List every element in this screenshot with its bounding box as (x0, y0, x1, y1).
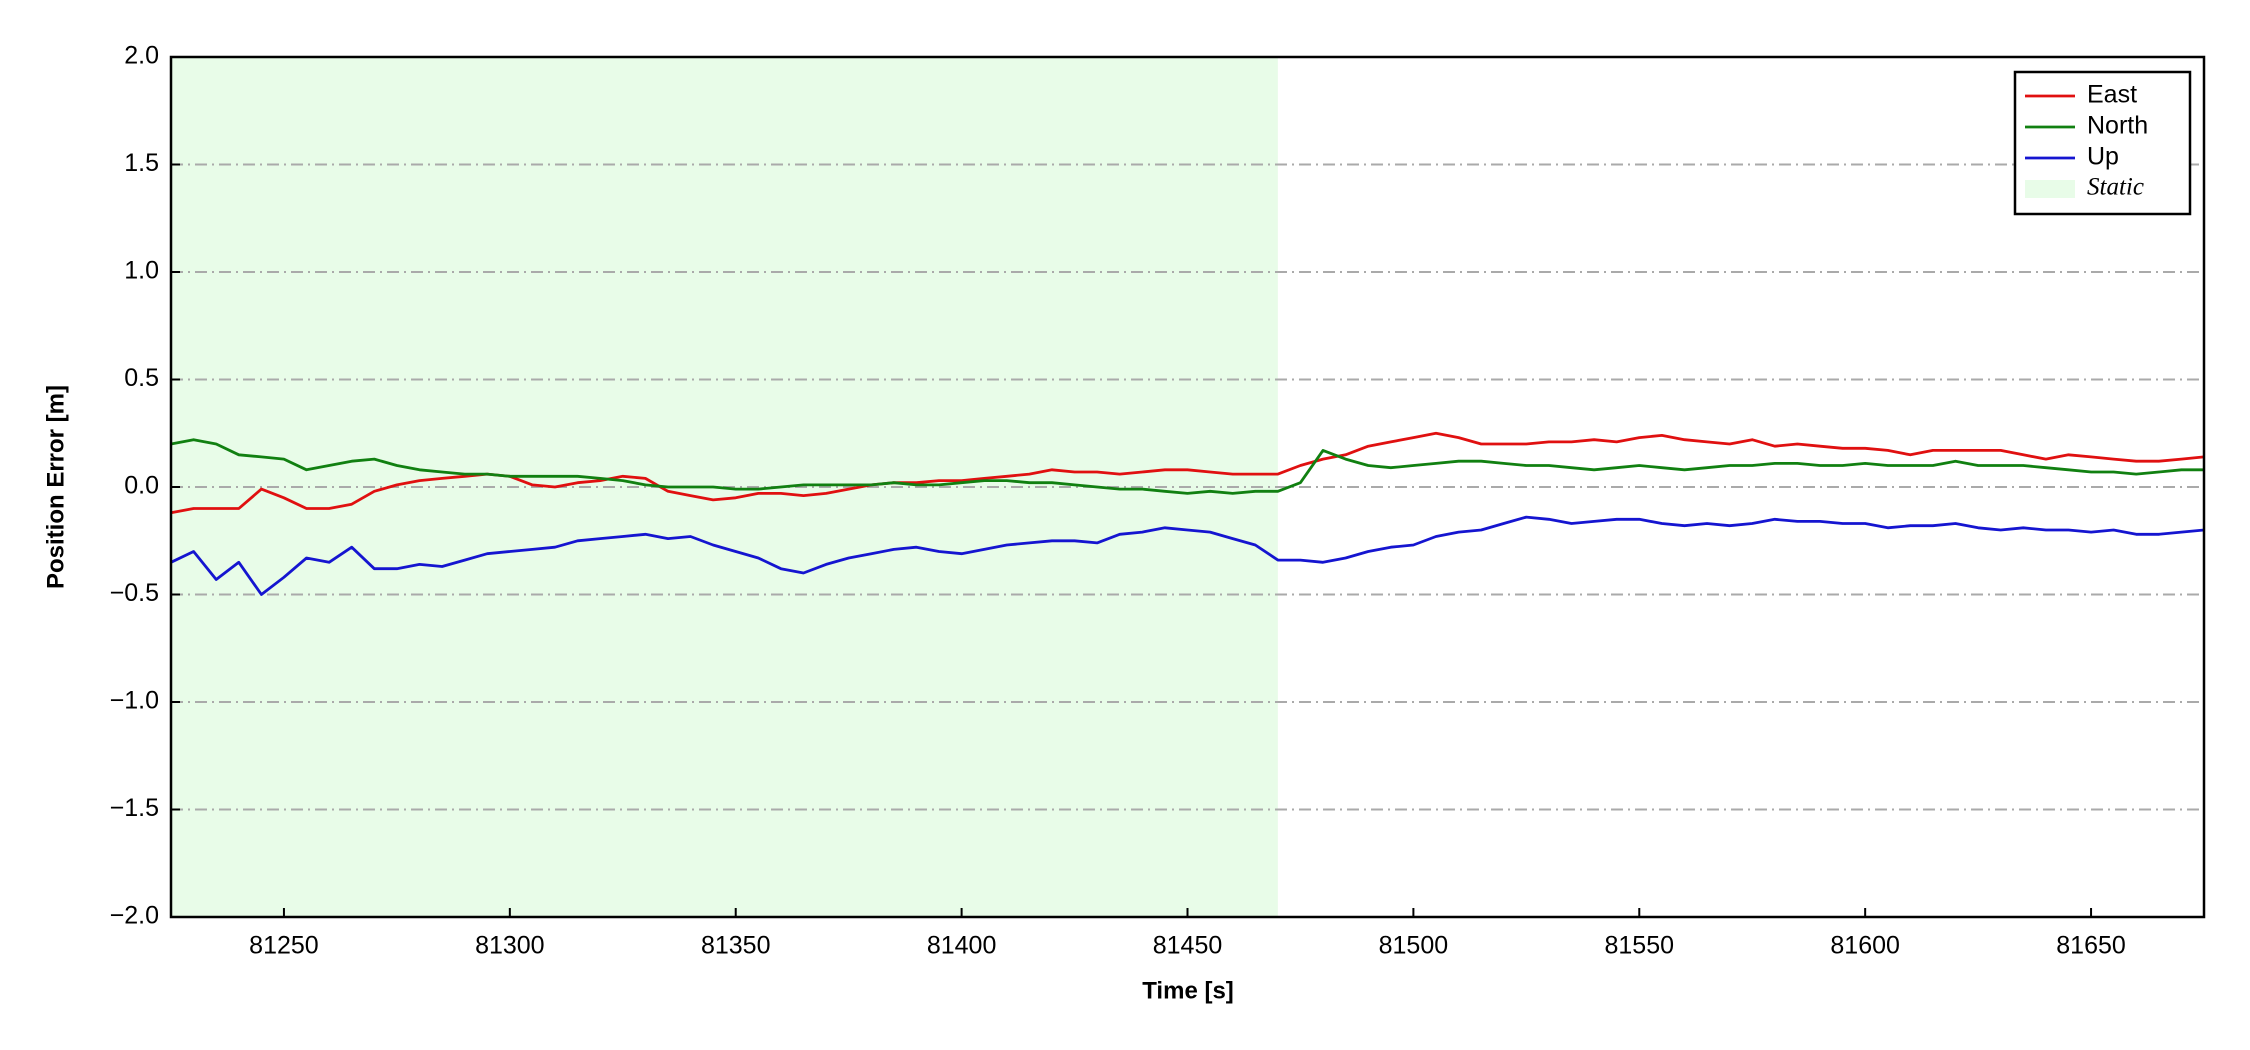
line-series (170, 438, 2204, 495)
legend-label: Static (2087, 174, 2144, 201)
legend-label: Up (2087, 143, 2119, 171)
y-tick-label: 1.5 (124, 149, 159, 177)
y-tick-label: −2.0 (110, 902, 159, 930)
x-tick-label: 81350 (701, 932, 771, 960)
x-tick-label: 81500 (1379, 932, 1449, 960)
line-series (170, 515, 2205, 596)
x-axis-label: Time [s] (1142, 977, 1234, 1004)
x-tick-label: 81400 (927, 932, 997, 960)
y-axis-label: Position Error [m] (42, 385, 69, 589)
x-tick-label: 81600 (1830, 932, 1900, 960)
legend-swatch (2025, 180, 2075, 198)
y-tick-label: 1.0 (124, 257, 159, 285)
plot-frame (169, 55, 2206, 919)
x-tick-label: 81650 (2056, 932, 2126, 960)
legend-label: North (2087, 112, 2148, 140)
y-tick-label: −1.5 (110, 794, 159, 822)
x-tick-label: 81450 (1153, 932, 1223, 960)
x-tick-label: 81550 (1605, 932, 1675, 960)
x-tick-label: 81300 (475, 932, 545, 960)
y-tick-label: 0.5 (124, 364, 159, 392)
y-tick-label: 2.0 (124, 42, 159, 70)
y-tick-label: 0.0 (124, 472, 159, 500)
y-tick-label: −1.0 (110, 687, 159, 715)
y-tick-label: −0.5 (110, 579, 159, 607)
x-tick-label: 81250 (249, 932, 319, 960)
legend-label: East (2087, 81, 2137, 109)
